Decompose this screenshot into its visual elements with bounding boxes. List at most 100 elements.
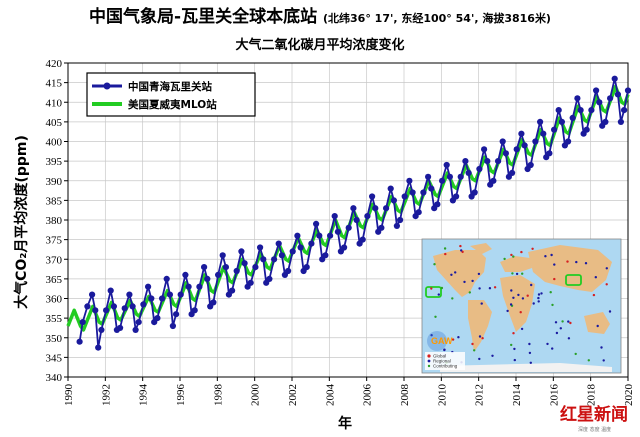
- y-axis-ticks: 340 345 350 355 360 365 370 375 380 385 390 395 400 4…: [46, 58, 68, 384]
- station-dot: [602, 359, 605, 362]
- map-africa: [500, 275, 535, 332]
- title-text: 中国气象局-瓦里关全球本底站: [89, 7, 318, 27]
- gaw-logo: GAW: [431, 336, 453, 346]
- data-point-waliguan: [313, 220, 320, 227]
- x-axis-title: 年: [338, 415, 352, 432]
- station-dot: [526, 294, 529, 297]
- y-tick-label: 370: [46, 254, 63, 266]
- station-dot: [521, 297, 525, 300]
- data-point-waliguan: [390, 197, 397, 204]
- map-greenland: [470, 243, 492, 254]
- station-dot: [594, 276, 597, 279]
- data-point-waliguan: [577, 107, 584, 114]
- data-point-waliguan: [439, 177, 446, 184]
- y-tick-label: 390: [46, 176, 63, 188]
- data-point-waliguan: [369, 193, 376, 200]
- data-point-waliguan: [565, 138, 572, 145]
- data-point-waliguan: [285, 267, 292, 275]
- station-dot: [457, 336, 460, 339]
- data-point-waliguan: [297, 244, 304, 251]
- station-dot: [491, 354, 494, 357]
- data-point-waliguan: [569, 114, 576, 121]
- map-legend-contributing: Contributing: [433, 364, 458, 369]
- x-tick-label: 1994: [138, 384, 150, 407]
- station-dot: [493, 286, 497, 289]
- station-dot: [454, 271, 457, 274]
- station-dot: [537, 293, 541, 296]
- data-point-waliguan: [107, 287, 114, 294]
- data-point-waliguan: [79, 319, 86, 326]
- data-point-waliguan: [173, 311, 180, 318]
- data-point-waliguan: [252, 264, 259, 271]
- plot-border: [67, 62, 629, 378]
- station-dot: [451, 338, 455, 341]
- station-dot: [510, 253, 513, 257]
- data-point-waliguan: [289, 248, 296, 255]
- data-point-waliguan: [364, 213, 371, 220]
- data-point-waliguan: [508, 169, 516, 176]
- data-point-waliguan: [621, 107, 628, 114]
- station-dot: [605, 267, 608, 270]
- data-point-waliguan: [359, 236, 366, 243]
- station-dot: [528, 342, 531, 346]
- station-dot: [520, 327, 524, 331]
- station-dot: [478, 287, 481, 290]
- watermark-logo: 红星新闻: [560, 404, 628, 425]
- station-dot: [513, 358, 516, 362]
- map-antarctica: [440, 363, 612, 372]
- y-tick-label: 415: [46, 78, 63, 90]
- data-point-waliguan: [588, 107, 595, 114]
- data-point-waliguan: [551, 126, 558, 133]
- station-dot: [506, 309, 509, 313]
- station-dot: [528, 351, 532, 355]
- data-point-waliguan: [201, 264, 208, 271]
- data-point-waliguan: [428, 185, 435, 192]
- data-point-waliguan: [574, 95, 581, 102]
- data-point-waliguan: [322, 252, 329, 259]
- data-point-waliguan: [555, 107, 562, 114]
- station-dot: [512, 332, 515, 335]
- station-dot: [587, 359, 590, 362]
- data-point-waliguan: [222, 264, 229, 271]
- data-point-waliguan: [465, 169, 472, 176]
- data-point-waliguan: [532, 138, 539, 145]
- data-point-waliguan: [446, 173, 453, 180]
- y-axis-title: 大气CO₂月平均浓度(ppm): [13, 135, 30, 309]
- data-point-waliguan: [215, 271, 222, 278]
- data-point-waliguan: [166, 291, 173, 298]
- y-tick-label: 420: [46, 58, 63, 70]
- station-dot: [555, 331, 559, 335]
- legend-dot-contributing: [427, 364, 431, 368]
- data-point-waliguan: [624, 87, 632, 94]
- y-tick-label: 395: [46, 156, 63, 168]
- data-point-waliguan: [191, 307, 198, 314]
- station-dot: [575, 260, 578, 264]
- station-dot: [480, 302, 483, 305]
- legend-label-mlo: 美国夏威夷MLO站: [128, 98, 217, 111]
- data-point-waliguan: [415, 209, 422, 216]
- data-point-waliguan: [334, 228, 341, 235]
- station-dot: [510, 289, 513, 292]
- data-point-waliguan: [434, 201, 441, 208]
- data-point-waliguan: [129, 303, 136, 310]
- station-dot: [537, 296, 540, 300]
- data-point-waliguan: [383, 205, 390, 212]
- station-dot: [503, 257, 506, 261]
- data-point-waliguan: [110, 303, 117, 310]
- waliguan-station-highlight: [565, 274, 582, 286]
- data-point-waliguan: [92, 307, 99, 314]
- y-tick-label: 400: [46, 137, 63, 149]
- y-tick-label: 385: [46, 195, 63, 207]
- data-point-waliguan: [345, 224, 352, 231]
- data-point-waliguan: [241, 260, 248, 267]
- station-dot: [434, 315, 437, 318]
- data-point-waliguan: [185, 283, 192, 290]
- station-dot: [521, 272, 524, 275]
- data-point-waliguan: [154, 315, 161, 322]
- x-tick-label: 2016: [548, 384, 560, 407]
- data-point-waliguan: [453, 193, 460, 200]
- station-dots: [430, 244, 612, 365]
- station-dot: [550, 253, 553, 257]
- y-tick-label: 345: [46, 352, 63, 364]
- data-point-waliguan: [126, 291, 133, 298]
